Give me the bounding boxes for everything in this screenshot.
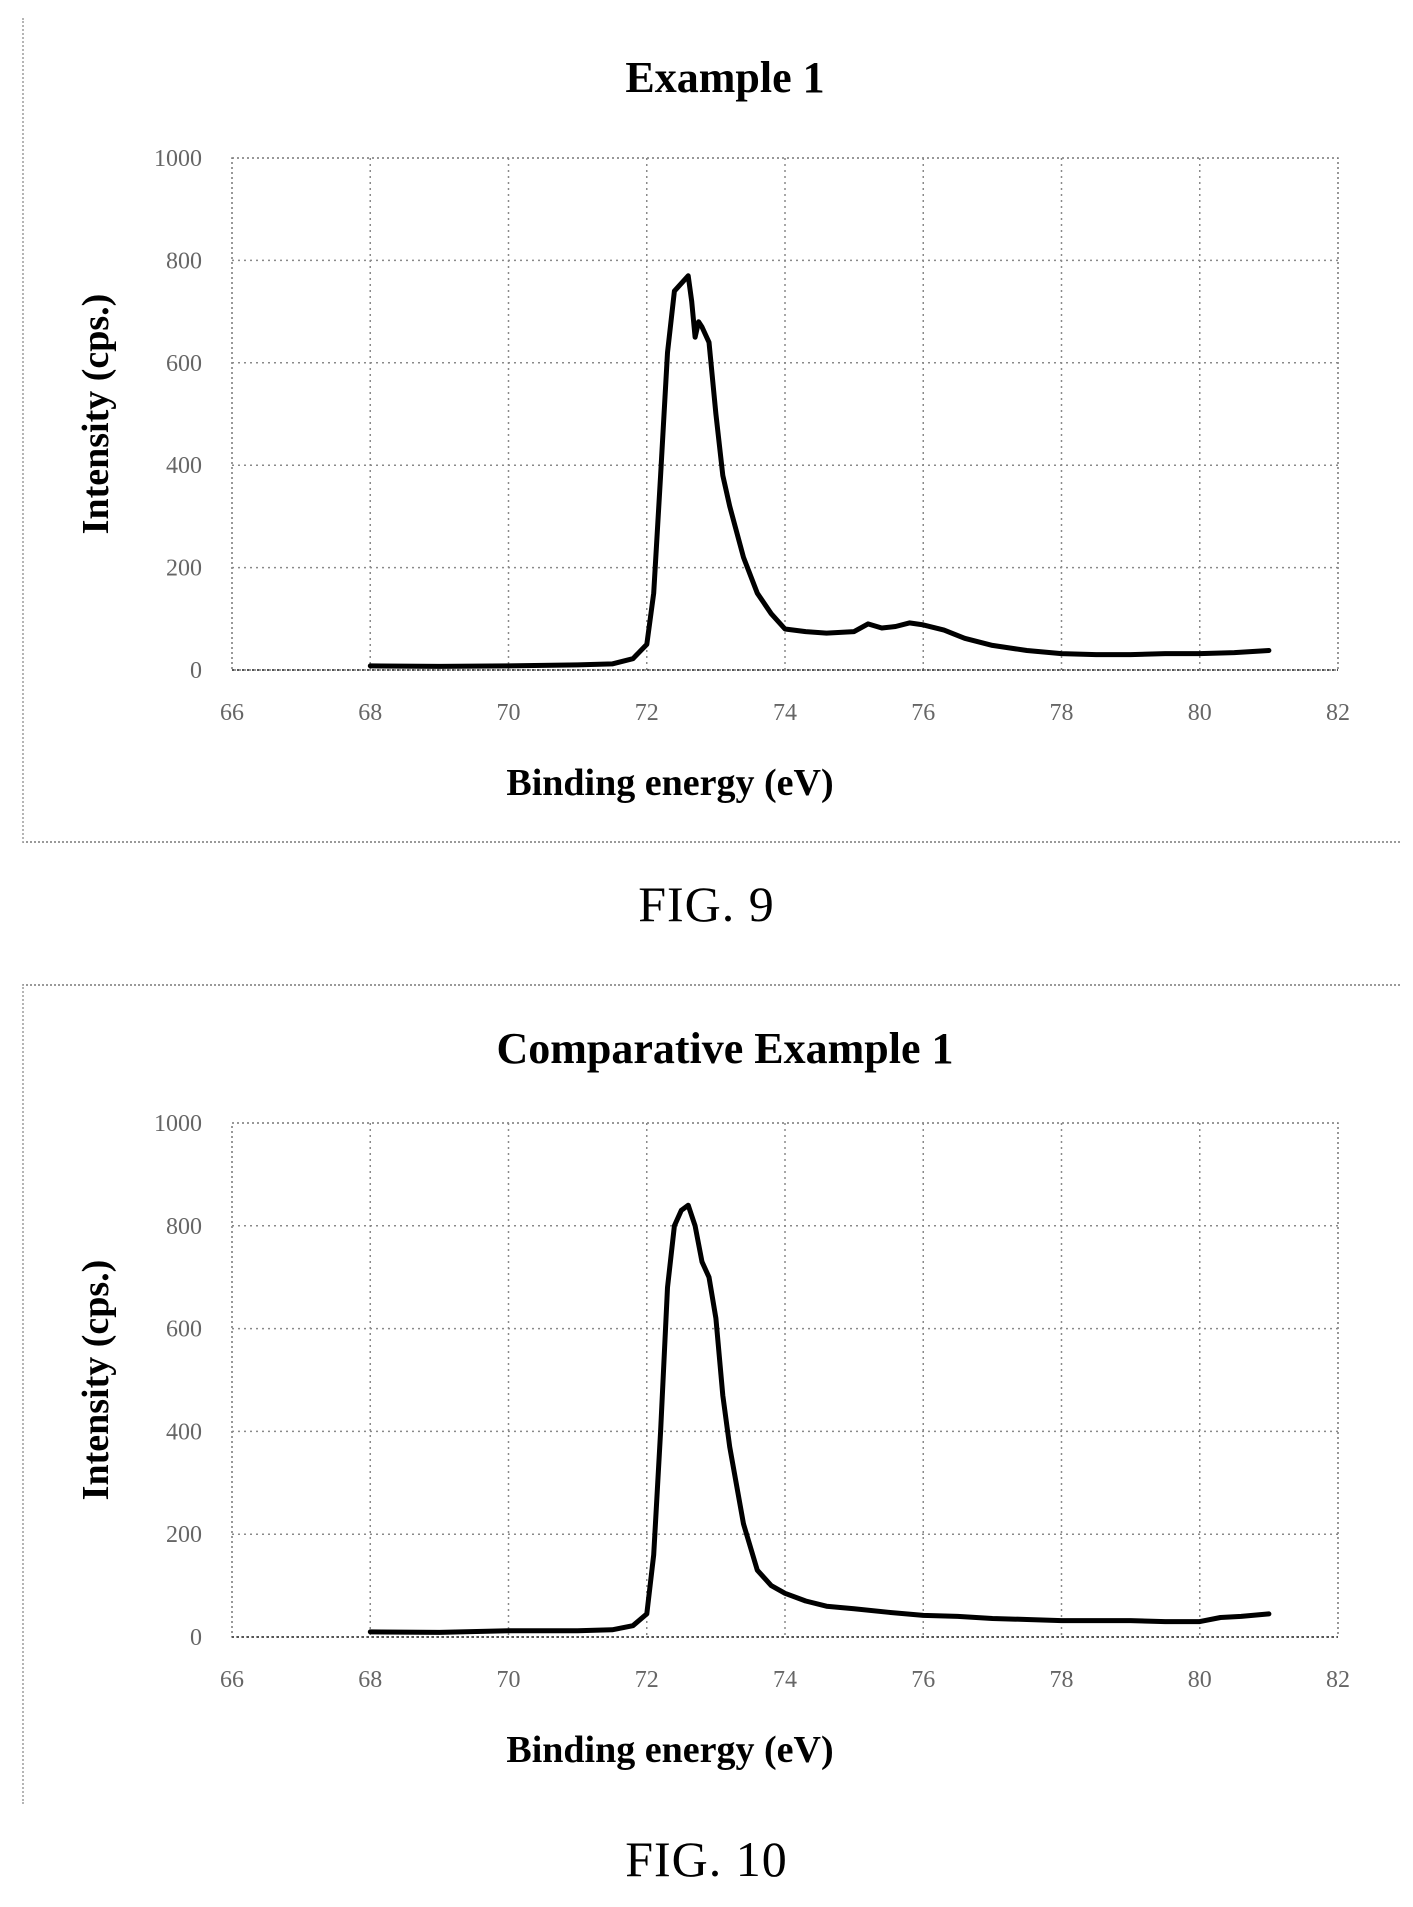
x-tick-label: 74 [773,700,797,726]
chart-title: Example 1 [625,53,824,102]
y-axis-label: Intensity (cps.) [75,294,117,535]
series-line [367,273,1272,669]
chart-example-1: Example 1 0 200 400 600 800 1000 66 68 70 72 74 76 78… [75,53,1350,804]
x-tick-label: 80 [1188,700,1212,726]
plot-area-frame [231,157,1339,671]
x-tick-label: 78 [1050,700,1074,726]
figure-10-panel [22,984,1400,1804]
y-tick-label: 200 [166,556,202,582]
figure-9-caption: FIG. 9 [638,876,775,932]
y-tick-label: 800 [166,248,202,274]
y-tick-label: 1000 [154,146,202,172]
y-tick-label: 0 [190,658,202,684]
x-tick-label: 72 [635,700,659,726]
x-axis-label: Binding energy (eV) [506,762,833,804]
x-tick-label: 66 [220,700,244,726]
x-tick-label: 68 [358,700,382,726]
x-tick-label: 82 [1326,700,1350,726]
y-tick-label: 600 [166,351,202,377]
figure-9-panel [22,18,1400,843]
y-tick-label: 400 [166,453,202,479]
figure-10-caption: FIG. 10 [625,1831,788,1887]
x-tick-label: 76 [911,700,935,726]
x-tick-label: 70 [497,700,521,726]
